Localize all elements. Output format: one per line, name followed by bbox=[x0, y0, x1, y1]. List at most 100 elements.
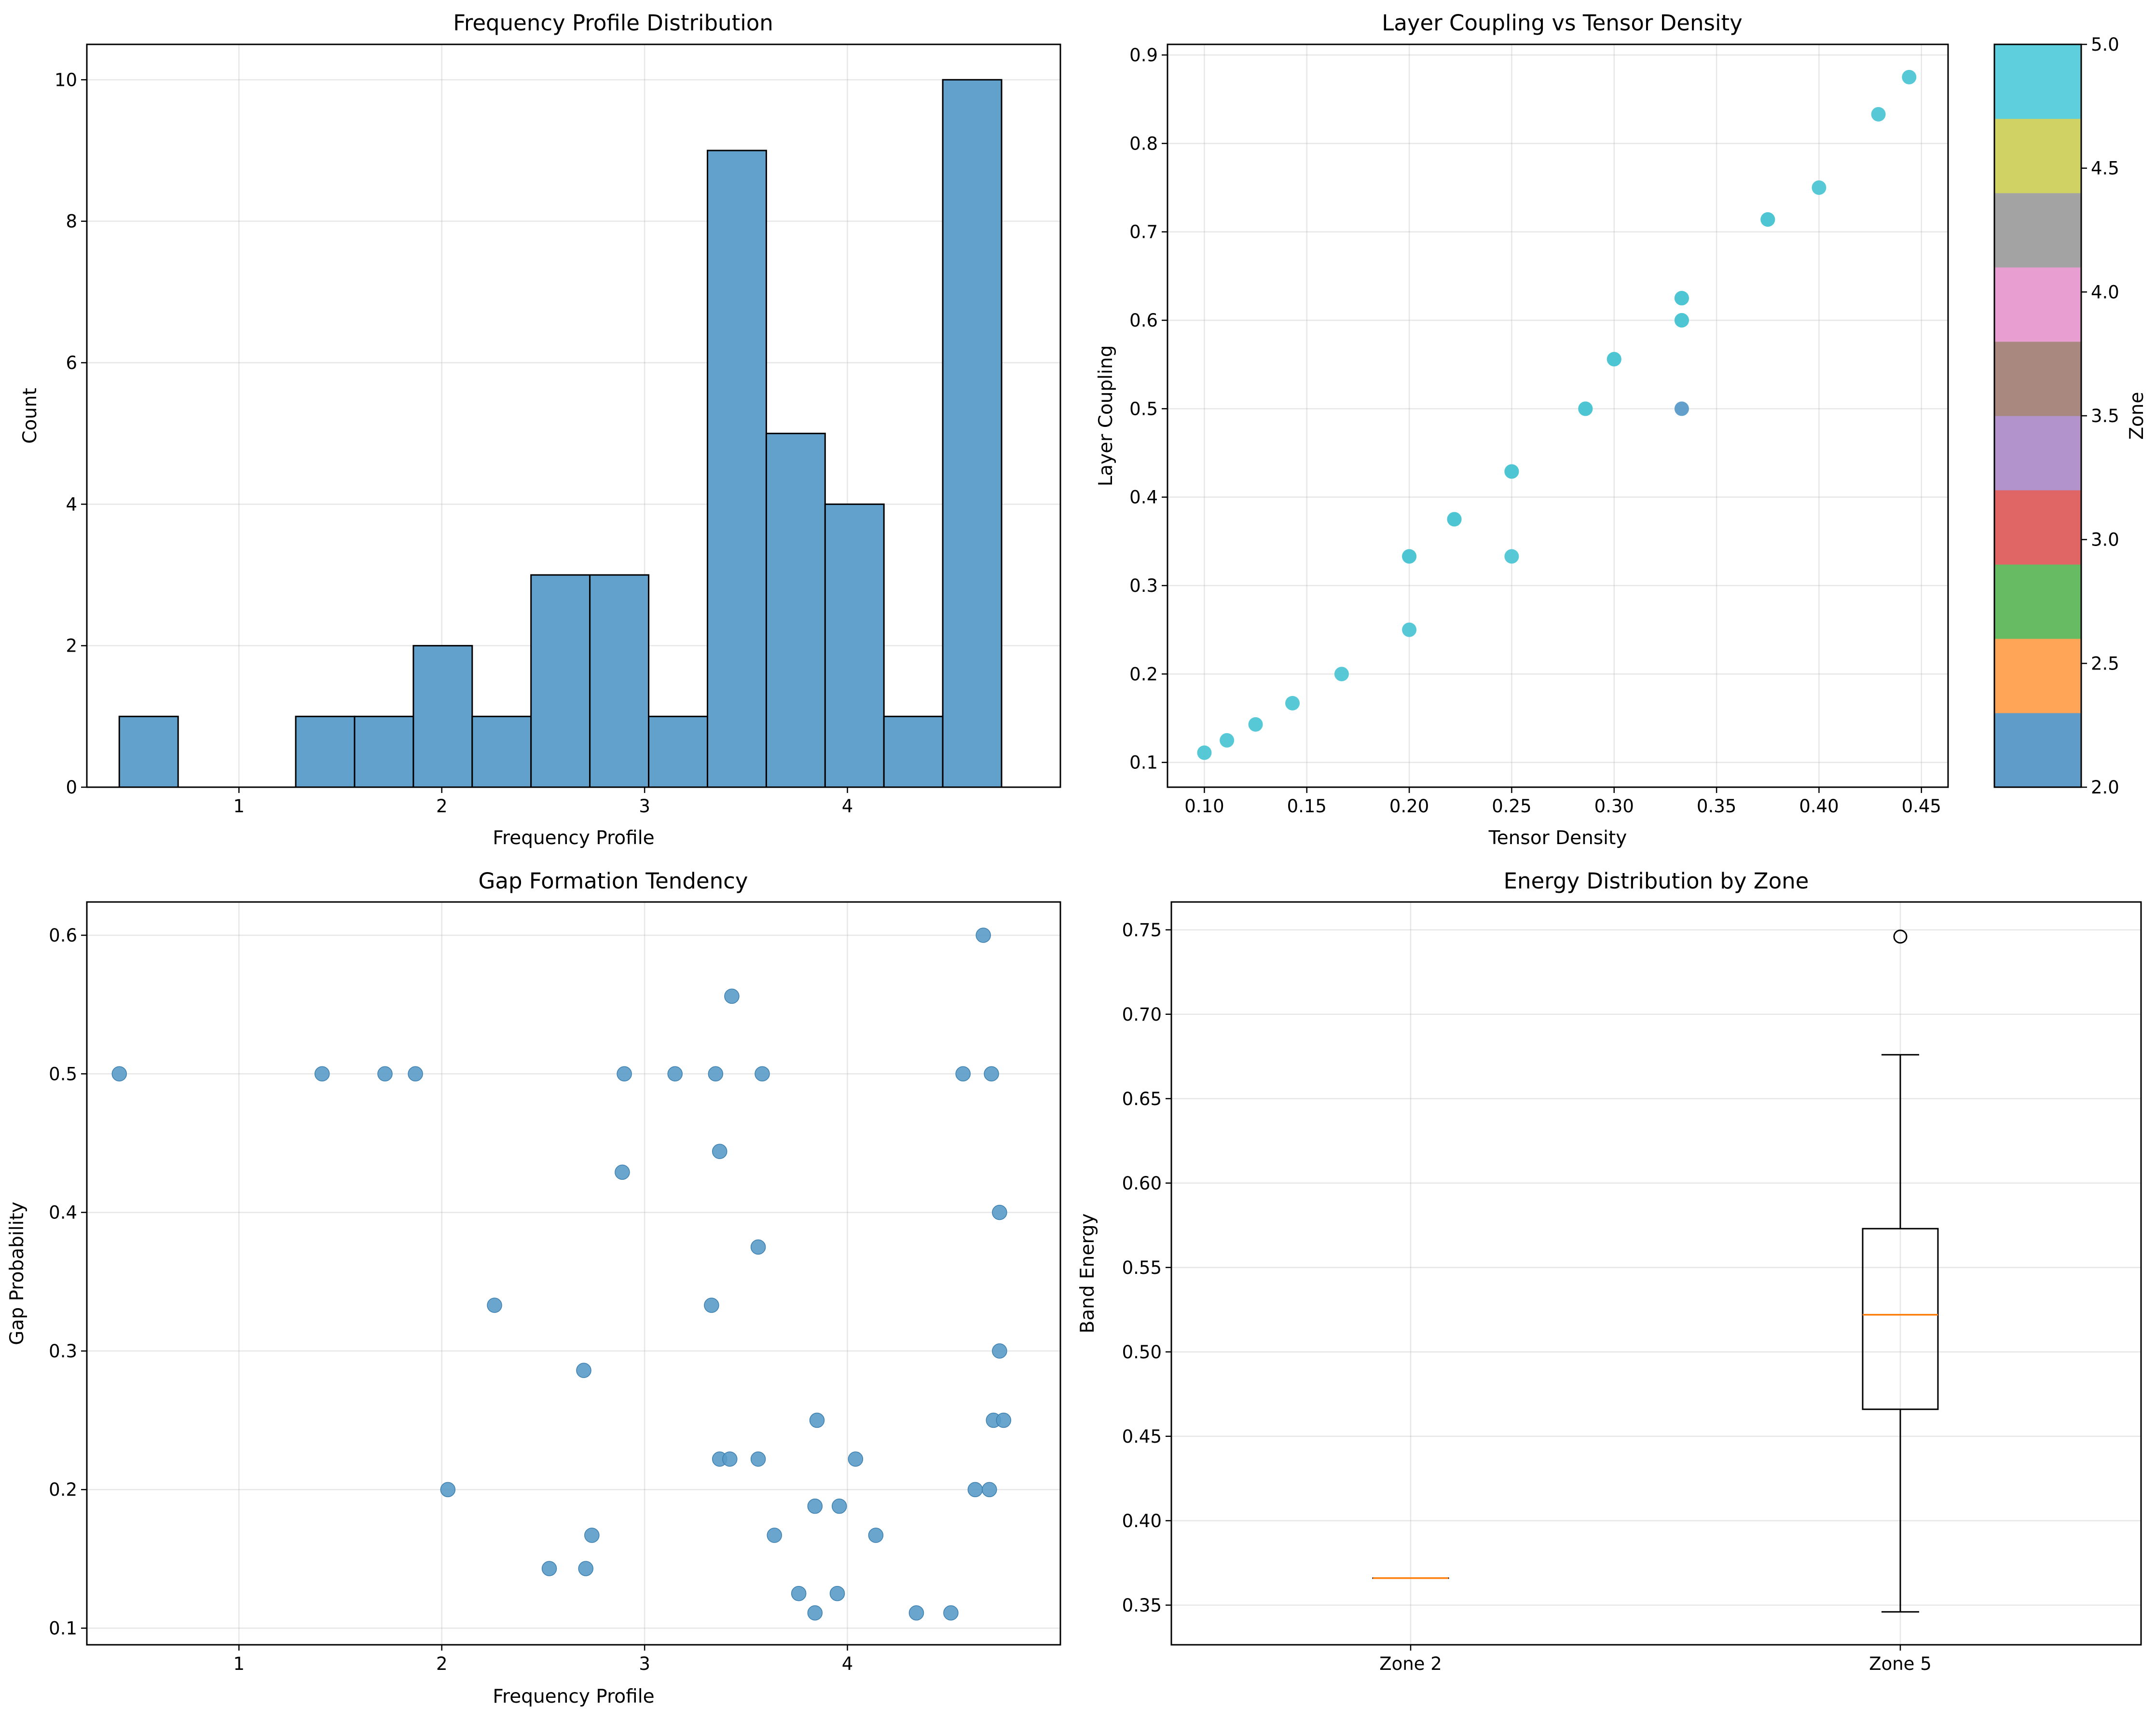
boxplot-ytick-label: 0.65 bbox=[1122, 1089, 1162, 1109]
scatter2-point bbox=[992, 1343, 1007, 1359]
scatter1-point bbox=[1220, 733, 1235, 748]
layer-coupling-panel: Layer Coupling vs Tensor Density 0.10 0.1… bbox=[1095, 10, 2148, 849]
scatter2-point bbox=[712, 1144, 728, 1159]
scatter2-title: Gap Formation Tendency bbox=[479, 868, 748, 894]
scatter2-point bbox=[377, 1066, 393, 1082]
hist-bar bbox=[471, 715, 532, 788]
hist-bar bbox=[706, 150, 767, 788]
scatter2-point bbox=[750, 1239, 766, 1255]
colorbar-tick-label: 2.0 bbox=[2091, 777, 2119, 798]
scatter1-xtick-label: 0.25 bbox=[1492, 796, 1531, 817]
scatter1-point bbox=[1578, 401, 1593, 416]
scatter1-ytick-label: 0.2 bbox=[1129, 664, 1158, 684]
scatter2-xtick-label: 1 bbox=[233, 1653, 245, 1674]
colorbar-tick-label: 2.5 bbox=[2091, 653, 2119, 674]
scatter2-point bbox=[750, 1451, 766, 1467]
colorbar-tick-label: 4.0 bbox=[2091, 282, 2119, 302]
colorbar-segment bbox=[1994, 267, 2081, 342]
colorbar-segment bbox=[1994, 490, 2081, 565]
scatter1-ytick-label: 0.3 bbox=[1129, 575, 1158, 596]
hist-xtick-label: 3 bbox=[639, 796, 650, 817]
boxplot-frame bbox=[1170, 901, 2142, 1646]
hist-ytick-label: 8 bbox=[66, 211, 77, 232]
colorbar-segment bbox=[1994, 639, 2081, 713]
scatter2-point bbox=[992, 1204, 1007, 1220]
scatter1-point bbox=[1871, 107, 1886, 122]
scatter2-point bbox=[708, 1066, 724, 1082]
scatter2-point bbox=[943, 1605, 959, 1621]
boxplot-ytick-label: 0.50 bbox=[1122, 1342, 1162, 1363]
boxplot-ytick-label: 0.35 bbox=[1122, 1595, 1162, 1616]
hist-ylabel: Count bbox=[19, 388, 41, 444]
scatter1-point bbox=[1447, 512, 1462, 527]
colorbar-segment bbox=[1994, 193, 2081, 268]
scatter1-ytick-label: 0.5 bbox=[1129, 398, 1158, 419]
scatter2-point bbox=[975, 928, 991, 943]
scatter1-xtick-label: 0.15 bbox=[1287, 796, 1327, 817]
scatter1-ytick-label: 0.7 bbox=[1129, 222, 1158, 243]
hist-xlabel: Frequency Profile bbox=[493, 827, 654, 849]
scatter2-ytick-label: 0.3 bbox=[49, 1341, 77, 1362]
scatter1-point bbox=[1197, 745, 1212, 760]
scatter1-ytick-label: 0.4 bbox=[1129, 487, 1158, 508]
hist-ytick-label: 0 bbox=[66, 777, 77, 798]
scatter2-frame bbox=[86, 901, 1061, 1646]
colorbar-tick-label: 5.0 bbox=[2091, 34, 2119, 55]
scatter2-point bbox=[984, 1066, 999, 1082]
scatter1-xtick-label: 0.30 bbox=[1594, 796, 1634, 817]
hist-bar bbox=[883, 715, 944, 788]
scatter2-point bbox=[578, 1561, 593, 1576]
scatter1-point bbox=[1402, 622, 1417, 637]
colorbar-segment bbox=[1994, 564, 2081, 639]
scatter2-point bbox=[314, 1066, 330, 1082]
boxplot-ylabel: Band Energy bbox=[1077, 1213, 1099, 1333]
scatter2-point bbox=[755, 1066, 770, 1082]
hist-frame bbox=[86, 43, 1061, 788]
scatter1-ytick-label: 0.9 bbox=[1129, 45, 1158, 66]
scatter2-point bbox=[767, 1528, 782, 1543]
hist-bar bbox=[295, 715, 356, 788]
hist-bar bbox=[118, 715, 179, 788]
scatter2-point bbox=[967, 1482, 983, 1497]
scatter2-point bbox=[955, 1066, 971, 1082]
boxplot-ytick-label: 0.70 bbox=[1122, 1004, 1162, 1025]
scatter2-point bbox=[829, 1585, 845, 1601]
scatter1-xlabel: Tensor Density bbox=[1488, 827, 1627, 849]
colorbar-tick-label: 4.5 bbox=[2091, 158, 2119, 179]
energy-boxplot-panel: Energy Distribution by Zone 0.35 0.40 0.45… bbox=[1077, 868, 2142, 1674]
scatter1-xtick-label: 0.10 bbox=[1184, 796, 1224, 817]
scatter2-point bbox=[704, 1298, 719, 1313]
scatter1-xtick-label: 0.20 bbox=[1389, 796, 1429, 817]
colorbar-label: Zone bbox=[2126, 392, 2148, 439]
scatter2-point bbox=[982, 1482, 997, 1497]
scatter1-point bbox=[1902, 69, 1917, 84]
boxplot-ytick-label: 0.40 bbox=[1122, 1511, 1162, 1531]
scatter2-xlabel: Frequency Profile bbox=[493, 1686, 654, 1707]
scatter1-point bbox=[1504, 464, 1519, 479]
hist-ytick-label: 2 bbox=[66, 636, 77, 656]
scatter2-point bbox=[722, 1451, 738, 1467]
hist-xtick-label: 1 bbox=[233, 796, 245, 817]
hist-bar bbox=[530, 574, 591, 788]
scatter2-point bbox=[111, 1066, 127, 1082]
hist-xtick-label: 2 bbox=[436, 796, 448, 817]
colorbar-segment bbox=[1994, 341, 2081, 416]
scatter1-point bbox=[1760, 212, 1775, 227]
scatter2-point bbox=[908, 1605, 924, 1621]
scatter2-point bbox=[807, 1498, 823, 1514]
scatter1-ylabel: Layer Coupling bbox=[1095, 345, 1117, 487]
scatter2-point bbox=[868, 1528, 884, 1543]
scatter1-xtick-label: 0.45 bbox=[1902, 796, 1941, 817]
scatter1-title: Layer Coupling vs Tensor Density bbox=[1382, 10, 1743, 36]
scatter1-point bbox=[1402, 549, 1417, 564]
scatter2-point bbox=[791, 1585, 807, 1601]
scatter1-frame bbox=[1167, 43, 1949, 788]
scatter1-ytick-label: 0.8 bbox=[1129, 133, 1158, 154]
scatter1-point bbox=[1812, 180, 1826, 195]
boxplot-outlier bbox=[1893, 929, 1908, 944]
hist-ytick-label: 6 bbox=[66, 353, 77, 373]
boxplot-title: Energy Distribution by Zone bbox=[1504, 868, 1809, 894]
colorbar-segment bbox=[1994, 119, 2081, 193]
gap-formation-panel: Gap Formation Tendency 1 2 3 4 0.1 0.2 0.3 0.4 0… bbox=[6, 868, 1061, 1707]
